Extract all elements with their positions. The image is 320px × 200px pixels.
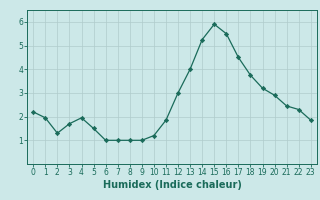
X-axis label: Humidex (Indice chaleur): Humidex (Indice chaleur) xyxy=(103,180,241,190)
